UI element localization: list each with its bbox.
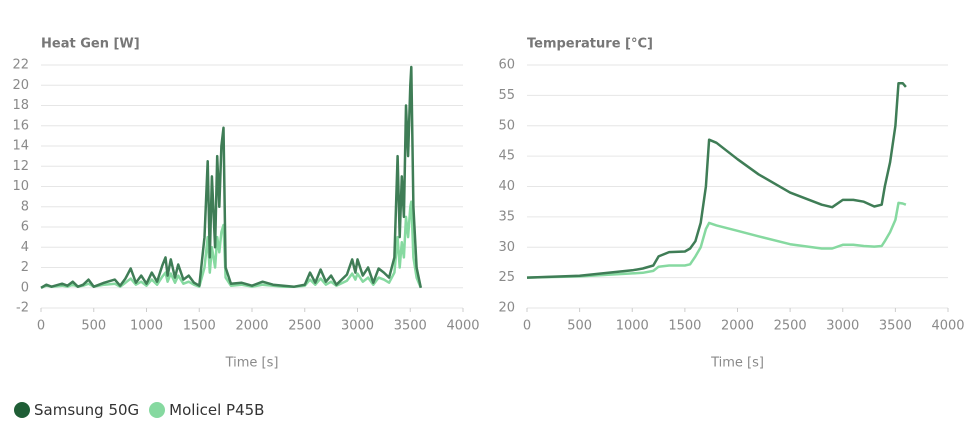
y-tick-label: 55 (498, 88, 515, 103)
legend-label: Molicel P45B (169, 401, 265, 419)
y-tick-label: 16 (12, 118, 29, 133)
y-tick-label: 0 (21, 280, 29, 295)
chart-title: Heat Gen [W] (41, 37, 140, 52)
x-tick-label: 1000 (616, 319, 649, 334)
x-tick-label: 0 (523, 319, 531, 334)
y-tick-label: -2 (16, 301, 29, 316)
line-series (526, 81, 907, 279)
x-tick-label: 3500 (879, 319, 912, 334)
y-tick-label: 10 (12, 179, 29, 194)
x-tick-label: 1500 (668, 319, 701, 334)
x-tick-label: 4000 (931, 319, 964, 334)
x-tick-label: 4000 (446, 319, 479, 334)
x-tick-label: 2000 (235, 319, 268, 334)
line-series (40, 200, 422, 289)
line-series (40, 65, 423, 289)
x-tick-label: 1500 (183, 319, 216, 334)
legend-item: Molicel P45B (149, 401, 264, 419)
x-tick-label: 3500 (394, 319, 427, 334)
y-tick-label: 20 (12, 78, 29, 93)
legend-swatch (14, 402, 30, 418)
x-tick-label: 3000 (826, 319, 859, 334)
x-tick-label: 2000 (721, 319, 754, 334)
y-tick-label: 45 (498, 149, 515, 164)
legend-label: Samsung 50G (34, 401, 140, 419)
y-tick-label: 50 (498, 118, 515, 133)
y-tick-label: 40 (498, 179, 515, 194)
y-tick-label: 25 (498, 270, 515, 285)
y-tick-label: 14 (12, 139, 29, 154)
x-tick-label: 2500 (774, 319, 807, 334)
y-tick-label: 8 (21, 199, 29, 214)
y-tick-label: 60 (498, 58, 515, 73)
y-tick-label: 22 (12, 58, 29, 73)
x-axis-label: Time [s] (710, 356, 764, 371)
x-tick-label: 0 (37, 319, 45, 334)
line-series (526, 201, 907, 279)
x-tick-label: 1000 (130, 319, 163, 334)
x-axis-label: Time [s] (225, 356, 279, 371)
x-tick-label: 2500 (288, 319, 321, 334)
y-tick-label: 4 (21, 240, 29, 255)
y-tick-label: 20 (498, 301, 515, 316)
x-tick-label: 3000 (341, 319, 374, 334)
chart-title: Temperature [°C] (527, 37, 653, 52)
legend-swatch (149, 402, 166, 418)
y-tick-label: 35 (498, 209, 515, 224)
legend-item: Samsung 50G (14, 401, 139, 419)
legend: Samsung 50G Molicel P45B (14, 401, 264, 419)
y-tick-label: 6 (21, 220, 29, 235)
y-tick-label: 30 (498, 240, 515, 255)
y-tick-label: 12 (12, 159, 29, 174)
x-tick-label: 500 (567, 319, 592, 334)
y-tick-label: 18 (12, 98, 29, 113)
y-tick-label: 2 (21, 260, 29, 275)
x-tick-label: 500 (81, 319, 106, 334)
